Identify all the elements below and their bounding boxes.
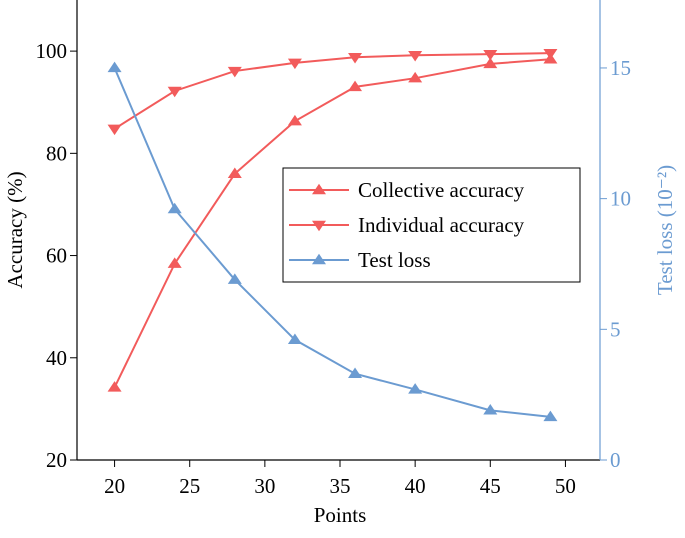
x-tick-label: 25 (179, 474, 200, 498)
marker (543, 410, 558, 422)
marker (483, 57, 498, 69)
legend-marker (312, 220, 326, 232)
series-line (113, 58, 551, 388)
series-line (114, 52, 551, 130)
marker (287, 58, 302, 70)
marker (167, 257, 182, 268)
y2-tick-label: 15 (610, 56, 631, 80)
marker (483, 404, 498, 415)
y-tick-label: 100 (36, 39, 68, 63)
x-tick-label: 35 (330, 474, 351, 498)
marker (107, 381, 122, 392)
y-axis-label: Accuracy (%) (3, 171, 27, 288)
marker (543, 48, 558, 60)
marker (227, 167, 242, 178)
x-tick-label: 30 (254, 474, 275, 498)
x-tick-label: 45 (480, 474, 501, 498)
y-tick-label: 40 (46, 346, 67, 370)
marker (483, 49, 498, 61)
marker (167, 202, 182, 214)
marker (287, 333, 302, 344)
x-tick-label: 20 (104, 474, 125, 498)
legend-marker (312, 253, 326, 265)
marker (107, 124, 122, 136)
y2-tick-label: 5 (610, 317, 621, 341)
legend-label: Individual accuracy (358, 213, 525, 237)
marker (408, 71, 423, 83)
y2-tick-label: 10 (610, 187, 631, 211)
x-tick-label: 40 (405, 474, 426, 498)
y-tick-label: 60 (46, 244, 67, 268)
y-tick-label: 20 (46, 448, 67, 472)
y2-axis-label: Test loss (10⁻²) (653, 165, 677, 295)
marker (348, 80, 363, 92)
marker (107, 61, 122, 73)
legend-label: Collective accuracy (358, 178, 525, 202)
x-tick-label: 50 (555, 474, 576, 498)
series-line (113, 67, 551, 418)
marker (227, 273, 242, 284)
marker (408, 51, 423, 62)
y-tick-label: 80 (46, 141, 67, 165)
marker (348, 367, 363, 378)
marker (287, 114, 302, 126)
marker (167, 86, 182, 98)
marker (408, 383, 423, 394)
legend-marker (312, 183, 326, 195)
legend-label: Test loss (358, 248, 431, 272)
marker (227, 66, 242, 78)
y2-tick-label: 0 (610, 448, 621, 472)
marker (348, 53, 363, 64)
x-axis-label: Points (314, 503, 367, 527)
